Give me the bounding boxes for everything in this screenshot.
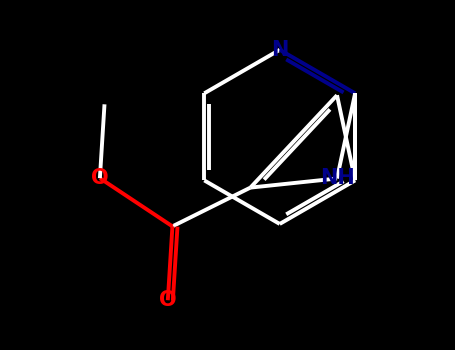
Text: O: O [91,168,109,188]
Text: N: N [271,40,288,60]
Text: O: O [159,290,177,310]
Text: NH: NH [320,168,354,189]
